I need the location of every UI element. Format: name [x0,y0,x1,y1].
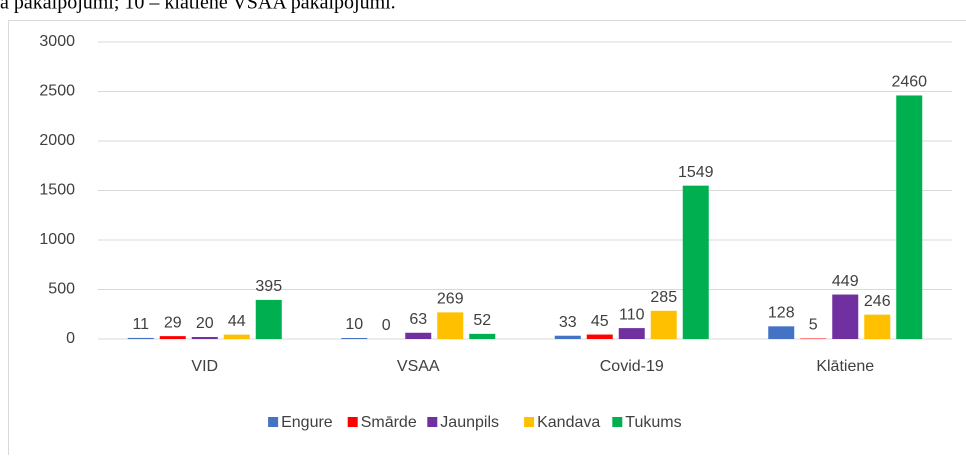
data-label: 63 [409,311,427,328]
bar [469,334,495,339]
legend-label: Engure [281,414,333,431]
legend-label: Smārde [361,414,417,431]
data-label: 10 [345,316,363,333]
data-label: 128 [768,305,795,322]
data-label: 395 [255,278,282,295]
x-tick-label: VID [191,358,218,375]
data-label: 246 [864,293,891,310]
bar [555,336,581,339]
data-label: 269 [437,291,464,308]
legend-swatch [524,417,534,427]
bar [256,300,282,339]
bar [768,326,794,339]
legend-swatch [348,417,358,427]
bar [896,95,922,339]
legend-label: Tukums [625,414,681,431]
y-tick-label: 1500 [39,182,75,199]
data-label: 29 [164,314,182,331]
data-label: 45 [591,313,609,330]
bar [437,312,463,339]
x-tick-label: Klātiene [816,358,874,375]
bar [832,295,858,339]
data-label: 285 [650,289,677,306]
bar [224,335,250,339]
legend-swatch [427,417,437,427]
bar [128,338,154,339]
data-label: 110 [619,306,645,323]
bar [405,333,431,339]
caption: a pakalpojumi; 10 – klātienē VSAA pakalp… [0,0,396,14]
x-tick-label: VSAA [397,358,440,375]
legend-label: Jaunpils [440,414,499,431]
bar [192,337,218,339]
data-label: 2460 [891,74,927,91]
bar [619,328,645,339]
data-label: 33 [559,314,577,331]
data-label: 11 [132,316,149,333]
x-tick-label: Covid-19 [600,358,664,375]
data-label: 1549 [678,164,714,181]
bar [587,335,613,339]
data-label: 5 [809,317,818,334]
y-tick-label: 0 [66,330,75,347]
data-label: 0 [382,317,391,334]
bar [160,336,186,339]
data-label: 44 [228,313,246,330]
y-tick-label: 500 [48,281,75,298]
data-label: 449 [832,273,859,290]
bar [864,315,890,339]
chart-frame [9,21,966,456]
bar [651,311,677,339]
y-tick-label: 2500 [39,83,75,100]
data-label: 52 [473,312,491,329]
data-label: 20 [196,315,214,332]
y-tick-label: 1000 [39,231,75,248]
legend-swatch [268,417,278,427]
bar [341,338,367,339]
legend-label: Kandava [537,414,600,431]
legend-swatch [612,417,622,427]
y-tick-label: 3000 [39,33,75,50]
y-tick-label: 2000 [39,132,75,149]
bar [683,186,709,339]
